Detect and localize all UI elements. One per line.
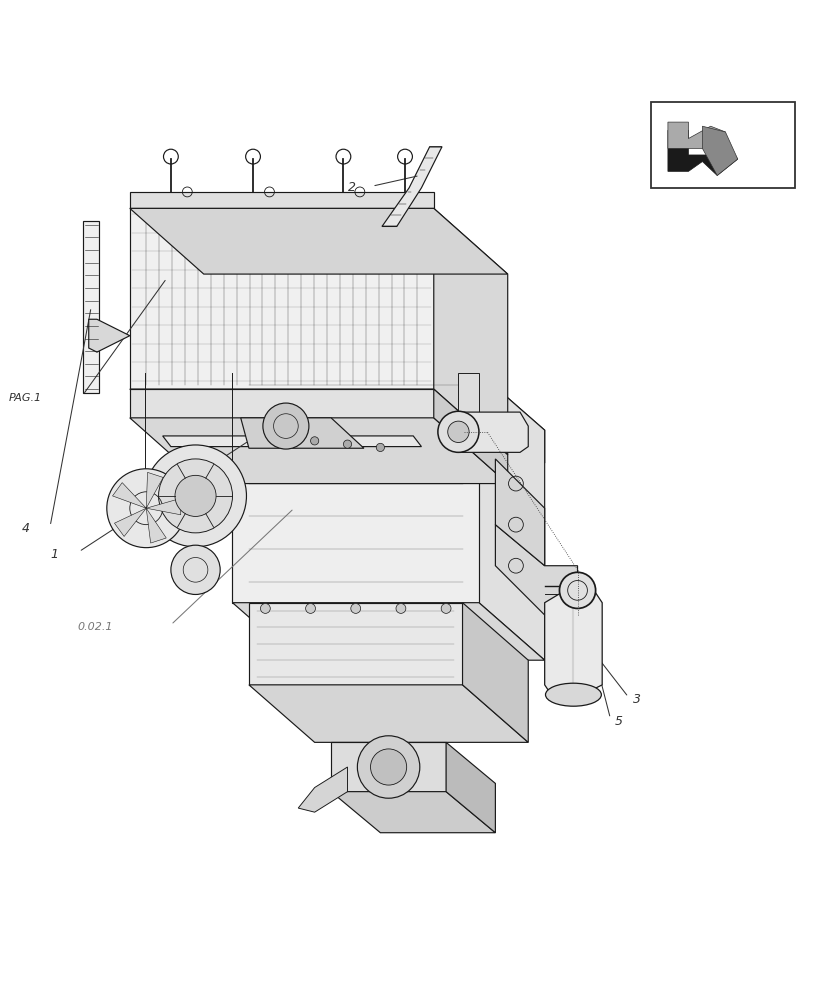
Circle shape	[306, 604, 316, 613]
Text: 0.02.1: 0.02.1	[78, 622, 114, 632]
Polygon shape	[249, 685, 528, 742]
Polygon shape	[249, 603, 462, 685]
Polygon shape	[433, 389, 508, 484]
Circle shape	[351, 604, 361, 613]
Polygon shape	[130, 208, 433, 389]
Polygon shape	[162, 436, 421, 447]
Polygon shape	[479, 373, 545, 660]
Circle shape	[260, 604, 270, 613]
Circle shape	[441, 604, 451, 613]
Circle shape	[377, 443, 385, 452]
Polygon shape	[232, 603, 545, 660]
Text: 2: 2	[348, 181, 356, 194]
Polygon shape	[446, 742, 495, 833]
Text: PAG.1: PAG.1	[9, 393, 42, 403]
Circle shape	[107, 469, 185, 548]
Circle shape	[311, 437, 319, 445]
Polygon shape	[702, 126, 737, 175]
Text: 4: 4	[21, 522, 30, 535]
Polygon shape	[130, 389, 433, 418]
Circle shape	[263, 403, 309, 449]
Polygon shape	[462, 603, 528, 742]
Polygon shape	[495, 525, 578, 615]
Polygon shape	[130, 389, 508, 455]
Polygon shape	[232, 373, 479, 603]
Circle shape	[158, 459, 232, 533]
Polygon shape	[458, 412, 528, 452]
Circle shape	[438, 411, 479, 452]
Polygon shape	[433, 208, 508, 455]
Polygon shape	[146, 508, 166, 543]
Polygon shape	[298, 767, 348, 812]
Circle shape	[358, 736, 419, 798]
Circle shape	[144, 445, 246, 547]
Circle shape	[344, 440, 352, 448]
Polygon shape	[146, 498, 180, 515]
Polygon shape	[241, 418, 364, 448]
Polygon shape	[113, 483, 146, 508]
Text: 5: 5	[503, 432, 512, 445]
Polygon shape	[89, 319, 130, 352]
Polygon shape	[130, 208, 508, 274]
Polygon shape	[495, 459, 545, 566]
Polygon shape	[130, 418, 508, 484]
Polygon shape	[545, 590, 602, 697]
Text: 1: 1	[50, 548, 59, 561]
Circle shape	[371, 749, 407, 785]
Polygon shape	[458, 373, 479, 422]
Polygon shape	[331, 742, 446, 792]
Circle shape	[396, 604, 406, 613]
Polygon shape	[331, 792, 495, 833]
Ellipse shape	[545, 683, 602, 706]
Text: 5: 5	[615, 715, 622, 728]
Polygon shape	[382, 147, 442, 226]
Polygon shape	[232, 373, 545, 463]
Circle shape	[175, 475, 216, 516]
Polygon shape	[668, 122, 725, 148]
Circle shape	[559, 572, 596, 608]
Polygon shape	[668, 130, 737, 175]
Polygon shape	[83, 221, 100, 393]
Circle shape	[447, 421, 469, 442]
Text: 3: 3	[634, 693, 641, 706]
Polygon shape	[115, 508, 146, 536]
Polygon shape	[130, 192, 433, 208]
Polygon shape	[146, 472, 163, 508]
Circle shape	[171, 545, 220, 594]
